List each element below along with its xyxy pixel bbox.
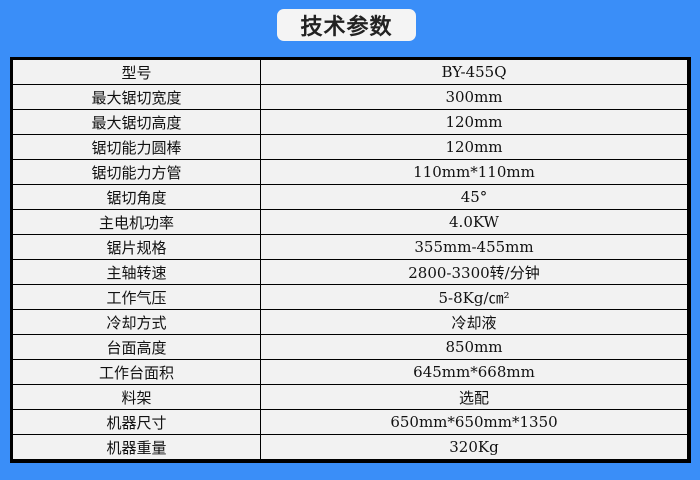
table-row: 最大锯切高度 120mm (13, 109, 687, 134)
spec-label: 最大锯切高度 (13, 110, 261, 134)
spec-table: 型号 BY-455Q 最大锯切宽度 300mm 最大锯切高度 120mm 锯切能力圆棒 120… (10, 57, 691, 463)
spec-label: 工作气压 (13, 285, 261, 309)
table-row: 最大锯切宽度 300mm (13, 84, 687, 109)
table-row: 锯切能力圆棒 120mm (13, 134, 687, 159)
section-title: 技术参数 (277, 9, 416, 41)
table-row: 主轴转速 2800-3300转/分钟 (13, 259, 687, 284)
table-row: 冷却方式 冷却液 (13, 309, 687, 334)
spec-label: 锯切能力圆棒 (13, 135, 261, 159)
spec-label: 锯片规格 (13, 235, 261, 259)
spec-value: 120mm (445, 138, 503, 156)
spec-value: 355mm-455mm (414, 238, 534, 256)
spec-value: 120mm (445, 113, 503, 131)
table-row: 锯片规格 355mm-455mm (13, 234, 687, 259)
spec-label: 最大锯切宽度 (13, 85, 261, 109)
spec-value: 650mm*650mm*1350 (390, 413, 558, 431)
spec-label: 型号 (13, 60, 261, 84)
spec-label: 机器尺寸 (13, 410, 261, 434)
spec-value: 850mm (445, 338, 503, 356)
table-row: 工作台面积 645mm*668mm (13, 359, 687, 384)
spec-label: 料架 (13, 385, 261, 409)
spec-label: 主电机功率 (13, 210, 261, 234)
spec-label: 台面高度 (13, 335, 261, 359)
spec-value: 4.0KW (449, 213, 499, 231)
table-row: 台面高度 850mm (13, 334, 687, 359)
spec-label: 锯切角度 (13, 185, 261, 209)
spec-label: 锯切能力方管 (13, 160, 261, 184)
spec-value: 45° (460, 188, 488, 206)
spec-value: 300mm (445, 88, 503, 106)
table-row: 料架 选配 (13, 384, 687, 409)
table-row: 主电机功率 4.0KW (13, 209, 687, 234)
spec-value: 5-8Kg/㎝² (438, 288, 510, 307)
spec-value: 320Kg (449, 438, 499, 456)
spec-value: 冷却液 (451, 313, 497, 332)
spec-label: 主轴转速 (13, 260, 261, 284)
spec-value: 110mm*110mm (413, 163, 535, 181)
spec-value: BY-455Q (441, 63, 507, 81)
spec-value: 2800-3300转/分钟 (408, 263, 540, 282)
spec-label: 冷却方式 (13, 310, 261, 334)
table-row: 锯切能力方管 110mm*110mm (13, 159, 687, 184)
spec-value: 选配 (458, 388, 489, 407)
spec-label: 工作台面积 (13, 360, 261, 384)
spec-value: 645mm*668mm (413, 363, 535, 381)
table-row: 机器尺寸 650mm*650mm*1350 (13, 409, 687, 434)
table-row: 工作气压 5-8Kg/㎝² (13, 284, 687, 309)
spec-label: 机器重量 (13, 435, 261, 459)
table-row: 锯切角度 45° (13, 184, 687, 209)
table-row: 型号 BY-455Q (13, 60, 687, 84)
table-row: 机器重量 320Kg (13, 434, 687, 459)
